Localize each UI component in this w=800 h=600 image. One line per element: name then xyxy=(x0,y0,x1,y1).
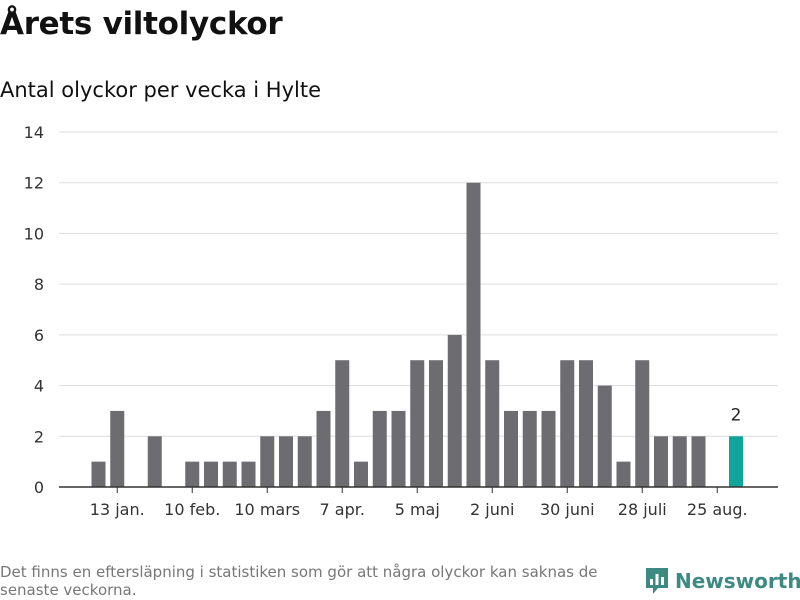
chart-subtitle: Antal olyckor per vecka i Hylte xyxy=(0,78,322,102)
y-tick-label: 8 xyxy=(34,275,44,294)
y-tick-label: 0 xyxy=(34,478,44,497)
y-tick-label: 10 xyxy=(24,224,44,243)
bar xyxy=(241,461,256,487)
y-tick-label: 12 xyxy=(24,174,44,193)
y-tick-label: 2 xyxy=(34,427,44,446)
bar xyxy=(616,461,631,487)
bar xyxy=(354,461,368,487)
bar xyxy=(279,436,293,487)
bar xyxy=(597,385,612,487)
footnote: Det finns en eftersläpning i statistiken… xyxy=(0,563,598,599)
highlight-data-label: 2 xyxy=(731,405,742,425)
bar xyxy=(410,360,425,487)
bar xyxy=(691,436,706,487)
bar xyxy=(335,360,350,487)
bar xyxy=(110,410,125,487)
bar xyxy=(316,410,331,487)
bar xyxy=(204,461,218,487)
bar xyxy=(185,461,200,487)
brand-logo[interactable]: Newsworthy xyxy=(644,566,800,596)
bar xyxy=(260,436,275,487)
bar xyxy=(297,436,312,487)
bar xyxy=(522,410,537,487)
newsworthy-logo-icon xyxy=(646,568,668,594)
y-tick-label: 6 xyxy=(34,326,44,345)
bar xyxy=(466,182,481,487)
x-tick-label: 13 jan. xyxy=(90,500,145,519)
bar xyxy=(147,436,162,487)
chart-title: Årets viltolyckor xyxy=(0,6,283,42)
bar xyxy=(579,360,593,487)
bar xyxy=(635,360,650,487)
y-tick-label: 4 xyxy=(34,377,44,396)
bar xyxy=(560,360,575,487)
x-tick-label: 30 juni xyxy=(540,500,595,519)
x-tick-label: 28 juli xyxy=(618,500,667,519)
highlight-bar xyxy=(729,436,743,487)
bar xyxy=(654,436,668,487)
bar xyxy=(672,436,687,487)
brand-name: Newsworthy xyxy=(675,569,800,593)
y-tick-label: 14 xyxy=(24,123,44,142)
x-tick-label: 5 maj xyxy=(395,500,440,519)
bar xyxy=(91,461,106,487)
x-tick-label: 10 mars xyxy=(234,500,300,519)
bar xyxy=(485,360,500,487)
bar xyxy=(429,360,443,487)
bar xyxy=(222,461,237,487)
bar xyxy=(391,410,406,487)
x-tick-label: 2 juni xyxy=(470,500,514,519)
bar xyxy=(372,410,387,487)
bar xyxy=(504,410,518,487)
x-tick-label: 25 aug. xyxy=(687,500,748,519)
x-tick-label: 10 feb. xyxy=(164,500,220,519)
bar xyxy=(447,334,462,487)
bar xyxy=(541,410,556,487)
x-tick-label: 7 apr. xyxy=(320,500,365,519)
